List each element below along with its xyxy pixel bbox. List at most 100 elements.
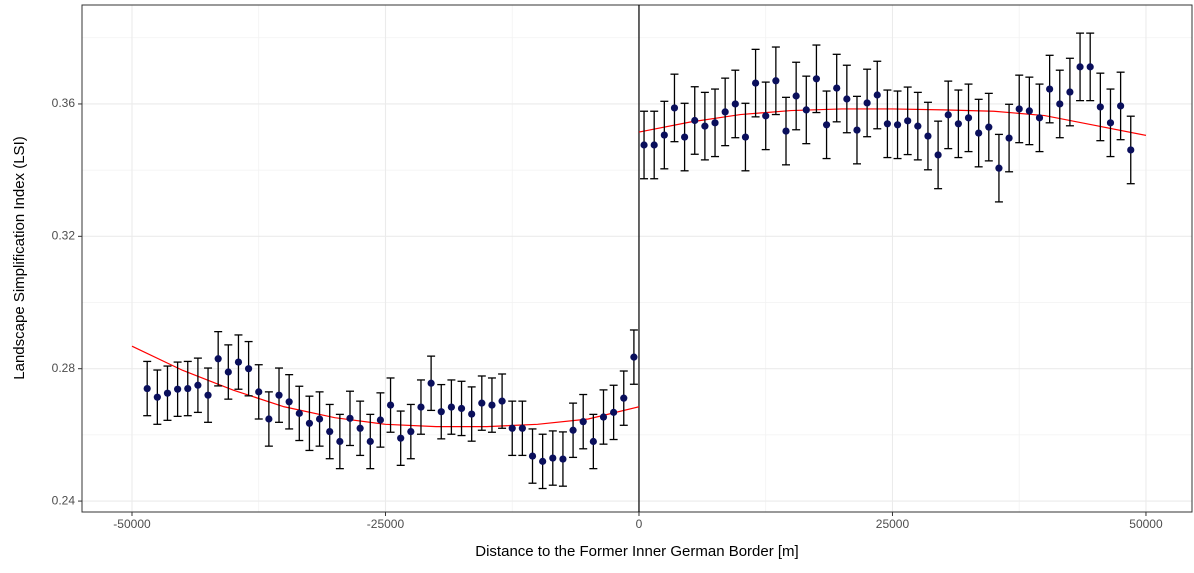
point xyxy=(224,368,232,376)
point xyxy=(356,424,364,432)
point xyxy=(1025,107,1033,115)
point xyxy=(305,419,314,427)
y-tick-label: 0.24 xyxy=(52,493,76,507)
point xyxy=(214,355,222,363)
point xyxy=(204,391,212,399)
y-axis-label: Landscape Simplification Index (LSI) xyxy=(11,136,28,379)
point xyxy=(457,404,466,413)
fit-line xyxy=(131,345,640,428)
point xyxy=(822,121,831,129)
point xyxy=(589,437,597,446)
point xyxy=(599,413,608,421)
x-tick-label: 0 xyxy=(636,517,643,531)
point xyxy=(315,415,324,423)
point xyxy=(843,95,851,103)
point xyxy=(1076,63,1084,71)
point xyxy=(802,106,810,114)
point xyxy=(518,424,526,432)
point xyxy=(336,437,344,446)
point xyxy=(853,126,861,134)
point xyxy=(893,121,902,129)
panel-border xyxy=(81,4,1193,513)
point xyxy=(397,434,405,442)
point xyxy=(995,164,1003,172)
point xyxy=(447,403,455,411)
point xyxy=(346,414,354,422)
x-tick-label: 50000 xyxy=(1129,517,1163,531)
point xyxy=(488,401,496,409)
point xyxy=(427,379,435,387)
point xyxy=(1005,134,1013,142)
point xyxy=(255,388,263,396)
point xyxy=(265,415,273,423)
point xyxy=(407,427,415,436)
point xyxy=(1096,103,1104,111)
point xyxy=(944,111,952,119)
point xyxy=(234,358,243,366)
x-tick-label: 25000 xyxy=(876,517,910,531)
point xyxy=(762,112,770,120)
point xyxy=(244,365,253,373)
point xyxy=(376,416,385,424)
point xyxy=(498,397,506,405)
point xyxy=(681,133,689,141)
point xyxy=(731,100,739,108)
y-tick-label: 0.32 xyxy=(52,228,76,242)
point xyxy=(772,77,780,85)
point xyxy=(873,91,881,99)
point xyxy=(630,353,638,361)
point xyxy=(539,457,547,465)
point xyxy=(1046,85,1054,93)
point xyxy=(569,426,577,434)
point xyxy=(478,399,486,407)
point xyxy=(833,84,841,92)
y-tick-label: 0.28 xyxy=(52,361,76,375)
point xyxy=(741,133,750,141)
point xyxy=(1106,119,1115,127)
point xyxy=(559,455,567,463)
point xyxy=(194,381,202,389)
point xyxy=(275,391,283,399)
x-tick-label: -25000 xyxy=(367,517,405,531)
point xyxy=(934,151,942,159)
point xyxy=(640,141,648,149)
point xyxy=(437,408,445,416)
point xyxy=(954,120,962,128)
point xyxy=(863,99,871,107)
fit-line xyxy=(638,108,1147,136)
point xyxy=(508,424,516,432)
point xyxy=(660,131,668,139)
point xyxy=(792,92,800,100)
point xyxy=(417,403,425,411)
point xyxy=(386,401,395,409)
point xyxy=(711,119,719,127)
point xyxy=(751,79,760,87)
point xyxy=(904,117,912,125)
point xyxy=(883,120,892,128)
point xyxy=(964,114,973,122)
x-tick-label: -50000 xyxy=(113,517,151,531)
point xyxy=(812,75,821,83)
point xyxy=(1056,100,1064,108)
point xyxy=(1015,105,1023,113)
point xyxy=(326,427,334,436)
point xyxy=(579,418,587,426)
point xyxy=(163,389,172,397)
point xyxy=(1035,114,1044,122)
point xyxy=(975,129,983,137)
point xyxy=(924,132,932,140)
point xyxy=(620,394,628,402)
point xyxy=(528,452,537,460)
y-tick-label: 0.36 xyxy=(52,96,76,110)
point xyxy=(670,104,679,112)
point xyxy=(650,141,658,149)
point xyxy=(1086,63,1094,71)
point xyxy=(1066,88,1074,96)
point xyxy=(153,393,161,401)
point xyxy=(985,123,993,131)
point xyxy=(143,384,151,393)
point xyxy=(691,116,699,125)
x-axis-label: Distance to the Former Inner German Bord… xyxy=(475,543,798,560)
point xyxy=(184,384,192,393)
point xyxy=(610,408,618,416)
